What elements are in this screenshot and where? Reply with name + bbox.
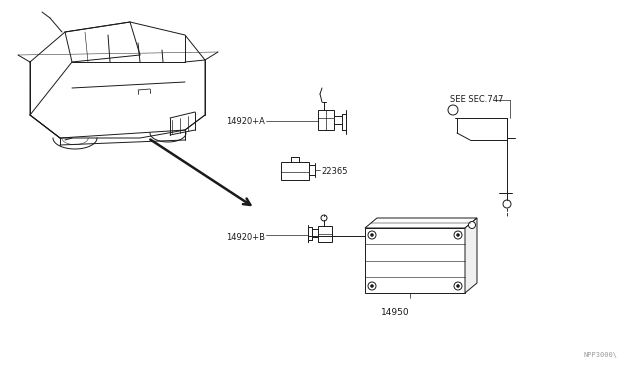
- Circle shape: [454, 282, 462, 290]
- Circle shape: [456, 234, 460, 237]
- Text: 22365: 22365: [321, 167, 348, 176]
- Polygon shape: [465, 218, 477, 293]
- Circle shape: [368, 282, 376, 290]
- Text: 14950: 14950: [381, 308, 410, 317]
- Circle shape: [371, 234, 374, 237]
- Text: NPP3000\: NPP3000\: [584, 352, 618, 358]
- Circle shape: [371, 285, 374, 288]
- Bar: [365, 228, 465, 293]
- Circle shape: [503, 200, 511, 208]
- Polygon shape: [365, 218, 477, 228]
- Circle shape: [468, 221, 476, 228]
- Circle shape: [448, 105, 458, 115]
- Bar: [318, 226, 332, 242]
- Text: 14920+B: 14920+B: [226, 232, 265, 241]
- Bar: [318, 110, 334, 130]
- Bar: [281, 162, 309, 180]
- Text: 14920+A: 14920+A: [226, 116, 265, 125]
- Circle shape: [368, 231, 376, 239]
- Circle shape: [456, 285, 460, 288]
- Circle shape: [454, 231, 462, 239]
- Text: SEE SEC.747: SEE SEC.747: [450, 96, 504, 105]
- Circle shape: [321, 215, 327, 221]
